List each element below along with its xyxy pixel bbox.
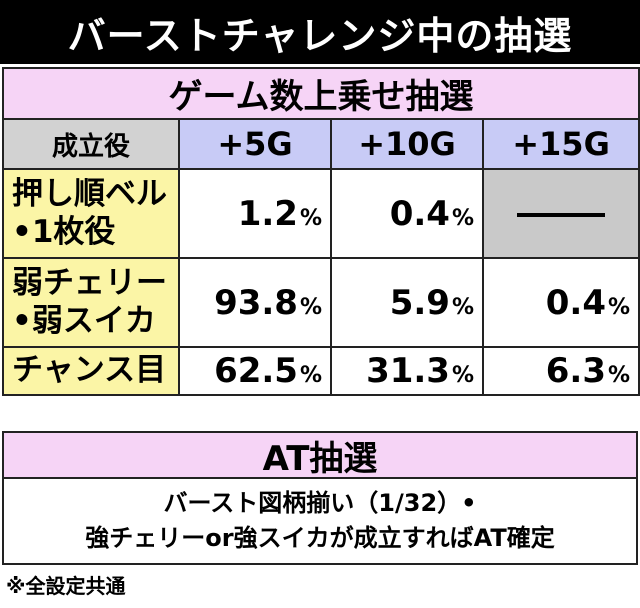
value-cell: 0.4% xyxy=(330,168,484,259)
percent-sign: % xyxy=(299,294,322,320)
percent-sign: % xyxy=(608,294,631,320)
row-label-line: 弱チェリー xyxy=(12,265,167,302)
value-cell: 62.5% xyxy=(178,346,332,396)
at-lottery-box: AT抽選 バースト図柄揃い（1/32）• 強チェリーor強スイカが成立すればAT… xyxy=(2,431,638,565)
percent-sign: % xyxy=(451,363,474,388)
percent-sign: % xyxy=(451,205,474,231)
row-label: チャンス目 xyxy=(2,346,180,396)
at-description-line: バースト図柄揃い（1/32）• xyxy=(163,489,477,518)
value-cell: 1.2% xyxy=(178,168,332,259)
page-title: バーストチャレンジ中の抽選 xyxy=(0,0,640,64)
percent-sign: % xyxy=(299,205,322,231)
column-header-role: 成立役 xyxy=(2,118,180,170)
value: 0.4 xyxy=(545,282,606,323)
percent-sign: % xyxy=(451,294,474,320)
value: 0.4 xyxy=(389,193,450,234)
value: 6.3 xyxy=(545,351,606,391)
game-count-section-title: ゲーム数上乗せ抽選 xyxy=(1,67,640,120)
dash-mark xyxy=(517,212,606,217)
row-label-line: チャンス目 xyxy=(12,352,167,389)
table-row: 弱チェリー •弱スイカ 93.8% 5.9% 0.4% xyxy=(2,257,640,348)
column-header-15g: +15G xyxy=(481,118,640,170)
row-label-line: •弱スイカ xyxy=(12,302,156,339)
value-cell: 5.9% xyxy=(330,257,484,348)
value-cell: 31.3% xyxy=(330,346,484,396)
value: 5.9 xyxy=(389,282,450,323)
value-cell: 93.8% xyxy=(178,257,332,348)
percent-sign: % xyxy=(608,363,631,388)
percent-sign: % xyxy=(299,363,322,388)
value-cell: 0.4% xyxy=(481,257,640,348)
value: 31.3 xyxy=(366,351,450,391)
at-description-line: 強チェリーor強スイカが成立すればAT確定 xyxy=(85,524,555,552)
value: 93.8 xyxy=(214,282,298,323)
empty-value-cell xyxy=(481,168,640,259)
column-header-10g: +10G xyxy=(330,118,484,170)
table-row: 押し順ベル •1枚役 1.2% 0.4% xyxy=(2,168,640,259)
row-label: 弱チェリー •弱スイカ xyxy=(2,257,180,348)
at-section-title: AT抽選 xyxy=(4,433,636,479)
footnote: ※全設定共通 xyxy=(6,574,126,598)
row-label-line: 押し順ベル xyxy=(12,176,167,213)
row-label-line: •1枚役 xyxy=(12,213,116,250)
table-row: チャンス目 62.5% 31.3% 6.3% xyxy=(2,346,640,396)
at-description: バースト図柄揃い（1/32）• 強チェリーor強スイカが成立すればAT確定 xyxy=(4,479,636,563)
row-label: 押し順ベル •1枚役 xyxy=(2,168,180,259)
game-count-table: ゲーム数上乗せ抽選 成立役 +5G +10G +15G 押し順ベル •1枚役 1… xyxy=(1,67,640,396)
column-header-5g: +5G xyxy=(178,118,332,170)
value: 1.2 xyxy=(237,193,298,234)
value-cell: 6.3% xyxy=(481,346,640,396)
value: 62.5 xyxy=(214,351,298,391)
